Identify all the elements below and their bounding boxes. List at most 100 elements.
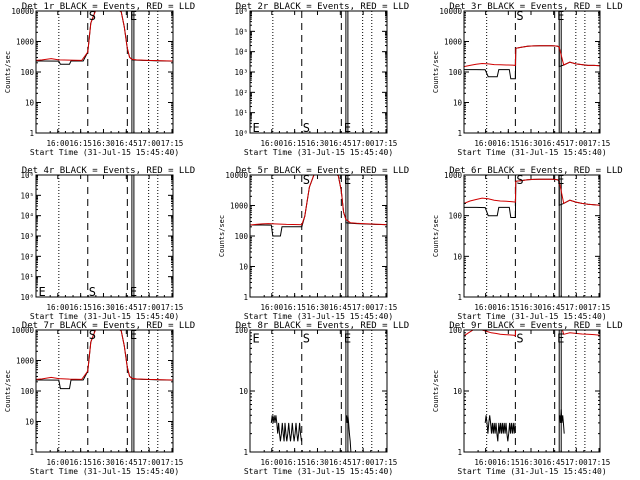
x-tick-label: 16:30	[520, 458, 543, 467]
x-tick-label: 17:15	[161, 458, 184, 467]
marker-s: S	[89, 328, 96, 342]
plot-frame	[35, 10, 174, 134]
x-tick-label: 16:30	[92, 303, 115, 312]
events-series	[36, 11, 173, 65]
y-tick-label: 10⁴	[234, 48, 248, 57]
series-group	[464, 178, 600, 218]
panel-det-2r: E S E16:00 16:15 16:30 16:45 17:00 17:1510⁰10¹1…	[234, 2, 409, 157]
x-tick-label: 17:00	[138, 303, 161, 312]
x-tick-label: 17:15	[588, 303, 611, 312]
y-tick-label: 1	[457, 293, 462, 302]
x-tick-label: 17:00	[352, 303, 375, 312]
x-tick-label: 16:30	[306, 303, 329, 312]
y-tick-label: 1000	[444, 171, 463, 180]
series-group	[250, 175, 387, 237]
x-tick-label: 17:15	[375, 139, 398, 148]
x-axis-label: Start Time (31-Jul-15 15:45:40)	[457, 312, 606, 321]
y-axis-label: Counts/sec	[432, 215, 440, 257]
marker-e: E	[344, 121, 351, 135]
y-tick-label: 10²	[234, 88, 248, 97]
y-tick-label: 10000	[439, 7, 462, 16]
panel-title: Det 1r BLACK = Events, RED = LLD	[22, 2, 195, 12]
marker-s: S	[89, 9, 96, 23]
y-axis-label: Counts/sec	[4, 370, 12, 412]
panel-title: Det 4r BLACK = Events, RED = LLD	[22, 166, 195, 176]
y-tick-label: 10	[453, 252, 463, 261]
x-tick-label: 16:30	[92, 139, 115, 148]
x-tick-label: 17:15	[375, 303, 398, 312]
y-tick-label: 10000	[225, 171, 248, 180]
y-tick-label: 10	[239, 387, 249, 396]
x-tick-label: 16:15	[497, 458, 520, 467]
marker-e: E	[344, 173, 351, 187]
panel-title: Det 9r BLACK = Events, RED = LLD	[449, 321, 622, 331]
lld-series	[36, 330, 173, 381]
x-tick-label: 17:00	[352, 458, 375, 467]
x-axis-label: Start Time (31-Jul-15 15:45:40)	[457, 467, 606, 476]
lld-series	[250, 175, 387, 226]
y-tick-label: 100	[234, 232, 248, 241]
marker-e: E	[253, 121, 260, 135]
y-axis-label: Counts/sec	[218, 215, 226, 257]
marker-e: E	[130, 9, 137, 23]
x-tick-label: 17:00	[565, 458, 588, 467]
y-tick-label: 10000	[11, 326, 34, 335]
y-tick-label: 10⁰	[234, 129, 248, 138]
y-tick-label: 10³	[234, 68, 248, 77]
y-tick-label: 1000	[230, 202, 249, 211]
events-series	[559, 409, 565, 434]
marker-s: S	[516, 173, 523, 187]
x-tick-label: 17:00	[352, 139, 375, 148]
panel-det-6r: S E 16:00 16:15 16:30 16:45 17:00 17:15 1 10 100 10…	[432, 166, 623, 321]
series-group	[270, 415, 352, 452]
x-tick-label: 17:00	[138, 458, 161, 467]
y-tick-label: 10⁴	[20, 212, 34, 221]
events-series	[345, 415, 352, 452]
x-tick-label: 16:30	[520, 139, 543, 148]
x-axis-label: Start Time (31-Jul-15 15:45:40)	[244, 148, 393, 157]
y-tick-label: 10⁶	[234, 7, 248, 16]
panel-det-4r: E S E16:00 16:15 16:30 16:45 17:00 17:1510⁰10¹1…	[20, 166, 195, 321]
x-tick-label: 16:15	[283, 139, 306, 148]
x-tick-label: 16:00	[47, 303, 70, 312]
y-tick-label: 10⁶	[20, 171, 34, 180]
x-tick-label: 16:30	[306, 458, 329, 467]
y-tick-label: 10¹	[234, 109, 248, 118]
panel-det-5r: S E 16:00 16:15 16:30 16:45 17:00 17:15 1 10 100 10…	[218, 166, 409, 321]
panel-det-8r: E S E 16:00 16:15 16:30 16:45 17:00 17:15 1 10 100D…	[234, 321, 409, 476]
y-tick-label: 1	[457, 129, 462, 138]
x-tick-label: 16:45	[329, 303, 352, 312]
y-tick-label: 1000	[16, 38, 35, 47]
y-tick-label: 1	[457, 448, 462, 457]
plot-frame	[463, 174, 601, 298]
x-tick-label: 17:15	[161, 139, 184, 148]
x-tick-label: 16:45	[329, 139, 352, 148]
x-tick-label: 17:15	[161, 303, 184, 312]
x-tick-label: 16:00	[261, 139, 284, 148]
panel-det-1r: S E 16:00 16:15 16:30 16:45 17:00 17:15 1 10 100 10…	[4, 2, 195, 157]
marker-s: S	[303, 332, 310, 346]
y-tick-label: 100	[448, 68, 462, 77]
x-tick-label: 16:30	[520, 303, 543, 312]
y-tick-label: 10¹	[20, 273, 34, 282]
x-tick-label: 16:15	[497, 139, 520, 148]
marker-s: S	[303, 173, 310, 187]
x-tick-label: 16:15	[497, 303, 520, 312]
marker-e: E	[130, 328, 137, 342]
marker-e: E	[557, 173, 564, 187]
y-tick-label: 100	[234, 326, 248, 335]
y-tick-label: 1	[29, 448, 34, 457]
x-tick-label: 17:00	[565, 139, 588, 148]
x-tick-label: 16:15	[69, 458, 92, 467]
x-tick-label: 16:15	[283, 458, 306, 467]
y-tick-label: 10⁰	[20, 293, 34, 302]
x-tick-label: 16:45	[542, 139, 565, 148]
events-series	[464, 45, 600, 80]
x-axis-label: Start Time (31-Jul-15 15:45:40)	[30, 148, 179, 157]
y-tick-label: 100	[448, 212, 462, 221]
plot-frame	[463, 329, 601, 453]
y-tick-label: 10³	[20, 232, 34, 241]
x-tick-label: 16:00	[261, 458, 284, 467]
panel-det-3r: S E 16:00 16:15 16:30 16:45 17:00 17:15 1 10 100 10…	[432, 2, 623, 157]
